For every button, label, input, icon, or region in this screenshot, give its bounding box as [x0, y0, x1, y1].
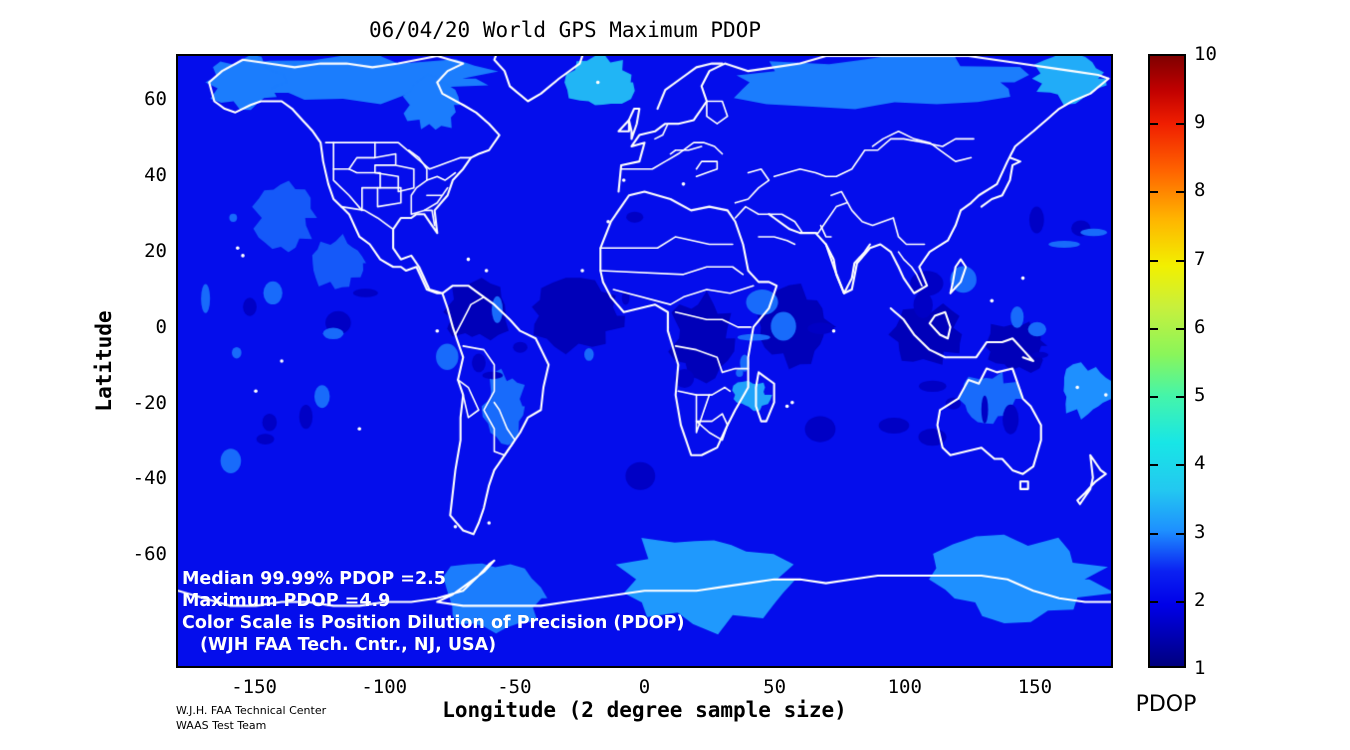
footer-line-1: W.J.H. FAA Technical Center — [176, 704, 327, 717]
colorbar-tick-label-0: 1 — [1194, 657, 1206, 679]
annotation-maximum-pdop: Maximum PDOP =4.9 — [182, 591, 391, 611]
y-tick-label-4: -20 — [132, 391, 167, 414]
colorbar-tick-mark — [1176, 327, 1184, 330]
colorbar-tick-mark — [1150, 532, 1158, 535]
y-tick-label-6: -60 — [132, 543, 167, 566]
pdop-colorbar — [1148, 54, 1186, 668]
annotation-color-scale: Color Scale is Position Dilution of Prec… — [182, 613, 685, 633]
y-tick-label-0: 60 — [144, 88, 167, 111]
colorbar-tick-label-6: 7 — [1194, 247, 1206, 270]
y-tick-label-2: 20 — [144, 240, 167, 263]
page-title: 06/04/20 World GPS Maximum PDOP — [369, 18, 761, 42]
colorbar-tick-mark — [1150, 123, 1158, 126]
colorbar-tick-mark — [1176, 464, 1184, 467]
colorbar-tick-mark — [1176, 396, 1184, 399]
colorbar-tick-label-3: 4 — [1194, 452, 1206, 475]
colorbar-tick-mark — [1176, 191, 1184, 194]
colorbar-tick-label-5: 6 — [1194, 315, 1206, 338]
y-axis-label: Latitude — [92, 310, 116, 412]
footer-line-2: WAAS Test Team — [176, 719, 267, 732]
x-tick-label-4: 50 — [763, 676, 787, 698]
map-annotation-block: Median 99.99% PDOP =2.5 Maximum PDOP =4.… — [182, 568, 684, 656]
colorbar-title: PDOP — [1135, 692, 1197, 717]
pdop-heatmap-canvas — [178, 56, 1111, 666]
colorbar-tick-mark — [1150, 464, 1158, 467]
footer-credit: W.J.H. FAA Technical Center WAAS Test Te… — [176, 703, 326, 733]
colorbar-tick-label-8: 9 — [1194, 111, 1206, 134]
colorbar-tick-mark — [1176, 600, 1184, 603]
colorbar-tick-mark — [1150, 191, 1158, 194]
y-tick-label-5: -40 — [132, 467, 167, 490]
colorbar-tick-label-2: 3 — [1194, 520, 1206, 543]
annotation-median-pdop: Median 99.99% PDOP =2.5 — [182, 569, 446, 589]
x-tick-label-0: -150 — [231, 676, 277, 698]
colorbar-tick-label-7: 8 — [1194, 179, 1206, 202]
colorbar-tick-mark — [1150, 600, 1158, 603]
x-tick-label-6: 150 — [1017, 676, 1053, 698]
colorbar-tick-mark — [1150, 259, 1158, 262]
y-tick-label-3: 0 — [155, 315, 167, 338]
x-tick-label-5: 100 — [887, 676, 922, 698]
colorbar-tick-mark — [1176, 123, 1184, 126]
x-tick-label-2: -50 — [497, 676, 532, 698]
colorbar-tick-mark — [1176, 532, 1184, 535]
x-tick-label-3: 0 — [638, 676, 651, 698]
colorbar-tick-mark — [1150, 327, 1158, 330]
annotation-source: (WJH FAA Tech. Cntr., NJ, USA) — [200, 635, 497, 655]
x-tick-label-1: -100 — [361, 676, 408, 698]
colorbar-tick-mark — [1176, 259, 1184, 262]
map-plot-area — [176, 54, 1113, 668]
colorbar-tick-mark — [1150, 396, 1158, 399]
x-axis-label: Longitude (2 degree sample size) — [442, 698, 847, 722]
colorbar-tick-label-1: 2 — [1194, 588, 1206, 611]
colorbar-tick-label-4: 5 — [1194, 384, 1206, 407]
colorbar-tick-label-9: 10 — [1194, 43, 1217, 65]
y-tick-label-1: 40 — [144, 164, 167, 187]
colorbar-gradient — [1150, 56, 1184, 666]
